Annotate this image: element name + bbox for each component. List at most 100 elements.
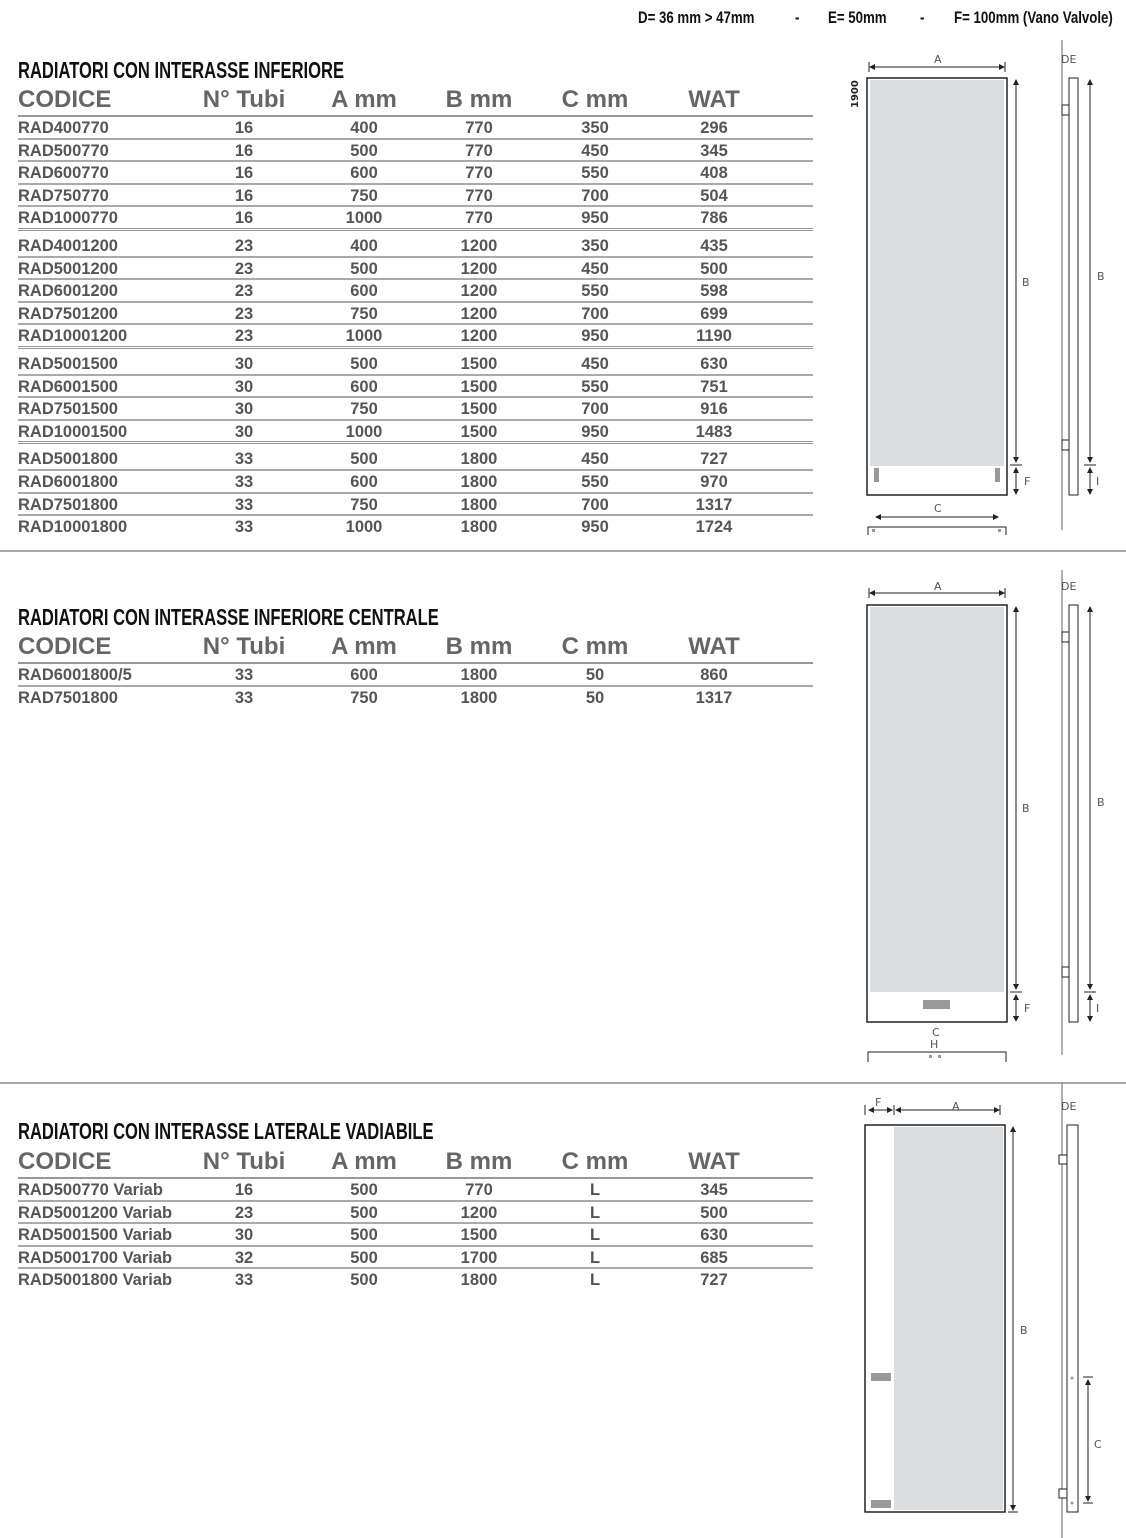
dim-label-a: A <box>934 580 942 593</box>
dim-label-b: B <box>1022 276 1030 289</box>
table-row: RAD5001700 Variab 32 500 1700 L 685 <box>18 1247 813 1270</box>
cell-codice: RAD400770 <box>18 119 109 137</box>
cell-c-mm: 700 <box>581 400 609 419</box>
dim-label-b: B <box>1022 802 1030 815</box>
cell-n-tubi: 33 <box>234 518 254 537</box>
table-row: RAD600770 16 600 770 550 408 <box>18 162 813 185</box>
cell-c-mm: L <box>589 1248 601 1267</box>
cell-a-mm: 600 <box>350 164 378 183</box>
cell-n-tubi: 16 <box>234 164 254 183</box>
cell-wat: 408 <box>700 164 728 183</box>
cell-wat: 598 <box>700 282 728 301</box>
cell-n-tubi: 33 <box>234 688 254 707</box>
cell-a-mm: 600 <box>350 666 378 684</box>
table-row: RAD1000770 16 1000 770 950 786 <box>18 207 813 231</box>
column-header-n-tubi: N° Tubi <box>202 633 286 660</box>
table-row: RAD6001500 30 600 1500 550 751 <box>18 376 813 399</box>
cell-c-mm: 50 <box>585 688 605 707</box>
cell-wat: 1317 <box>695 688 733 707</box>
cell-wat: 970 <box>700 472 728 491</box>
cell-wat: 699 <box>700 304 728 323</box>
column-header-wat: WAT <box>688 633 740 660</box>
cell-a-mm: 500 <box>350 1181 378 1199</box>
side-view-3 <box>1058 1083 1093 1538</box>
table-row: RAD7501800 33 750 1800 700 1317 <box>18 494 813 517</box>
cell-n-tubi: 30 <box>234 422 254 441</box>
section-title: RADIATORI CON INTERASSE LATERALE VADIABI… <box>18 1118 434 1144</box>
valve-marker <box>871 1500 891 1508</box>
table-interasse-inferiore-centrale: CODICE N° Tubi A mm B mm C mm WAT RAD6001800/5… <box>18 633 813 707</box>
cell-wat: 1317 <box>695 495 733 514</box>
cell-n-tubi: 30 <box>234 354 254 373</box>
dim-label-de: DE <box>1061 53 1076 66</box>
dim-label-de: DE <box>1061 1100 1076 1113</box>
cell-wat: 1724 <box>695 518 733 537</box>
side-view-2 <box>1061 570 1096 1055</box>
cell-codice: RAD5001800 <box>18 450 118 469</box>
dim-label-de: DE <box>1061 580 1076 593</box>
cell-b-mm: 1800 <box>460 472 498 491</box>
cell-c-mm: L <box>589 1203 601 1222</box>
spec-separator: - <box>795 8 800 27</box>
cell-c-mm: 350 <box>581 236 609 255</box>
column-header-codice: CODICE <box>18 633 112 660</box>
cell-b-mm: 1200 <box>460 236 498 255</box>
cell-b-mm: 1800 <box>460 666 498 684</box>
cell-n-tubi: 23 <box>234 327 254 346</box>
table-header: CODICE N° Tubi A mm B mm C mm WAT <box>18 633 813 664</box>
cell-n-tubi: 30 <box>234 377 254 396</box>
cell-wat: 786 <box>700 209 728 228</box>
table-row: RAD500770 Variab 16 500 770 L 345 <box>18 1179 813 1202</box>
dim-label-c: C <box>1094 1438 1102 1451</box>
cell-a-mm: 750 <box>350 495 378 514</box>
cell-n-tubi: 23 <box>234 236 254 255</box>
side-view-1 <box>1061 40 1096 530</box>
cell-b-mm: 770 <box>465 119 493 137</box>
cell-c-mm: 550 <box>581 164 609 183</box>
cell-n-tubi: 33 <box>234 472 254 491</box>
cell-n-tubi: 23 <box>234 282 254 301</box>
cell-n-tubi: 33 <box>234 450 254 469</box>
cell-n-tubi: 23 <box>234 259 254 278</box>
cell-wat: 1483 <box>695 422 733 441</box>
table-row: RAD4001200 23 400 1200 350 435 <box>18 235 813 258</box>
cell-a-mm: 1000 <box>345 327 383 346</box>
cell-codice: RAD6001800/5 <box>18 666 132 684</box>
column-header-a-mm: A mm <box>331 633 397 660</box>
cell-wat: 727 <box>700 1271 728 1290</box>
column-header-codice: CODICE <box>18 86 112 113</box>
cell-codice: RAD10001800 <box>18 518 128 537</box>
section-title: RADIATORI CON INTERASSE INFERIORE CENTRA… <box>18 604 439 630</box>
cell-c-mm: 450 <box>581 259 609 278</box>
cell-wat: 860 <box>700 666 728 684</box>
valve-marker <box>995 468 1000 482</box>
cell-n-tubi: 23 <box>234 1203 254 1222</box>
cell-a-mm: 400 <box>350 236 378 255</box>
column-header-c-mm: C mm <box>561 86 629 113</box>
table-row: RAD10001500 30 1000 1500 950 1483 <box>18 421 813 445</box>
cell-codice: RAD6001200 <box>18 282 118 301</box>
cell-b-mm: 770 <box>465 209 493 228</box>
cell-b-mm: 1200 <box>460 282 498 301</box>
table-header: CODICE N° Tubi A mm B mm C mm WAT <box>18 1148 813 1179</box>
cell-n-tubi: 16 <box>234 209 254 228</box>
cell-codice: RAD7501500 <box>18 400 118 419</box>
cell-b-mm: 1200 <box>460 304 498 323</box>
cell-wat: 630 <box>700 1226 728 1245</box>
cell-n-tubi: 16 <box>234 119 254 137</box>
cell-codice: RAD6001500 <box>18 377 118 396</box>
table-row: RAD6001200 23 600 1200 550 598 <box>18 280 813 303</box>
cell-b-mm: 1800 <box>460 1271 498 1290</box>
column-header-c-mm: C mm <box>561 1148 629 1175</box>
cell-b-mm: 770 <box>465 186 493 205</box>
cell-wat: 727 <box>700 450 728 469</box>
cell-wat: 435 <box>700 236 728 255</box>
cell-b-mm: 1800 <box>460 495 498 514</box>
dim-label-a: A <box>952 1100 960 1113</box>
cell-c-mm: L <box>589 1271 601 1290</box>
table-interasse-inferiore: CODICE N° Tubi A mm B mm C mm WAT RAD400770 16 4… <box>18 86 813 537</box>
cell-n-tubi: 16 <box>234 186 254 205</box>
cell-codice: RAD7501200 <box>18 304 118 323</box>
table-row: RAD500770 16 500 770 450 345 <box>18 140 813 163</box>
column-header-c-mm: C mm <box>561 633 629 660</box>
